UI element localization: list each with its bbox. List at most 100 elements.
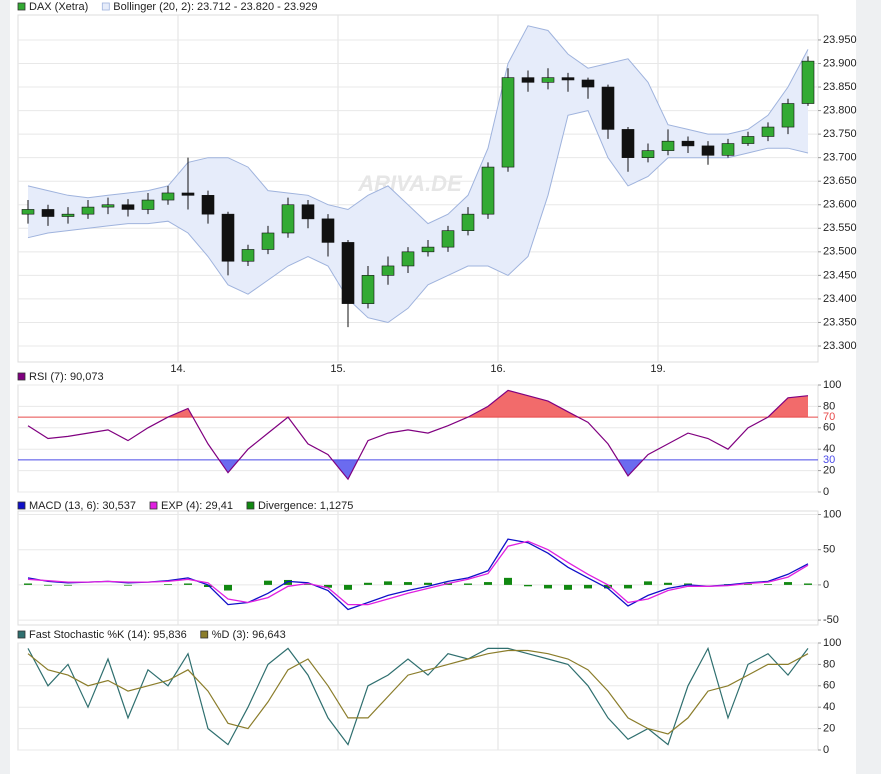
divergence-bar [604,584,612,589]
divergence-bar [404,582,412,585]
candle-body [401,251,415,267]
candle-body [441,230,455,248]
divergence-bar [464,583,472,585]
plot-area [17,14,819,363]
legend-label: %D (3): 96,643 [212,629,286,641]
divergence-bar [384,581,392,585]
series-line [27,389,809,481]
candle-body [101,204,115,208]
divergence-bar [284,579,292,585]
y-tick-label: 0 [823,744,829,756]
y-tick-label: 23.550 [823,222,857,234]
plot-area [17,384,819,493]
y-tick-label: 23.600 [823,199,857,211]
legend-swatch [101,2,110,11]
divergence-bar [564,584,572,590]
candle-body [761,126,775,137]
legend-swatch [200,630,209,639]
candle-body [141,199,155,210]
y-tick-label: 23.300 [823,340,857,352]
y-tick-label: 60 [823,422,835,434]
divergence-bar [124,584,132,586]
y-tick-label: 23.850 [823,81,857,93]
candle-body [561,77,575,81]
candle-body [321,218,335,243]
candle-body [301,204,315,220]
legend-swatch [17,372,26,381]
legend-swatch [17,2,26,11]
candle-body [361,275,375,304]
y-tick-label: 20 [823,465,835,477]
candle-body [241,249,255,262]
y-tick-label: 0 [823,486,829,498]
legend-label: Bollinger (20, 2): 23.712 - 23.820 - 23.… [113,1,317,13]
y-tick-label: 100 [823,637,841,649]
level-label: 70 [823,411,835,423]
y-tick-label: 50 [823,544,835,556]
level-label: 30 [823,454,835,466]
y-tick-label: -50 [823,614,839,626]
legend-swatch [149,501,158,510]
candle-body [341,242,355,304]
y-tick-label: 23.800 [823,104,857,116]
divergence-bar [584,584,592,589]
plot-area [17,510,819,626]
y-tick-label: 23.500 [823,246,857,258]
band-line [27,110,809,324]
candle-body [801,60,815,104]
candle-body [81,206,95,215]
legend-label: Fast Stochastic %K (14): 95,836 [29,629,187,641]
divergence-bar [684,583,692,585]
candle-body [621,129,635,158]
legend-swatch [17,501,26,510]
legend-swatch [246,501,255,510]
divergence-bar [624,584,632,589]
divergence-bar [664,582,672,585]
y-tick-label: 40 [823,701,835,713]
candle-body [701,145,715,156]
candle-body [421,246,435,253]
candle-body [661,140,675,151]
divergence-bar [484,582,492,585]
y-tick-label: 23.750 [823,128,857,140]
divergence-bar [324,584,332,588]
candle-body [161,192,175,201]
divergence-bar [24,583,32,585]
y-tick-label: 23.700 [823,152,857,164]
candle-body [581,79,595,88]
divergence-bar [344,584,352,590]
divergence-bar [524,584,532,587]
y-tick-label: 0 [823,579,829,591]
divergence-bar [804,583,812,585]
y-tick-label: 23.900 [823,57,857,69]
candle-body [41,209,55,217]
y-tick-label: 23.400 [823,293,857,305]
candle-body [781,103,795,128]
divergence-bar [764,584,772,585]
candle-body [121,204,135,210]
candle-body [741,136,755,144]
x-tick-label: 19. [650,363,665,375]
legend-label: RSI (7): 90,073 [29,371,104,383]
divergence-bar [504,577,512,585]
series-line [27,649,809,735]
x-tick-label: 14. [170,363,185,375]
watermark: ARIVA.DE [357,171,463,196]
divergence-bar [784,582,792,585]
candle-body [681,140,695,147]
candle-body [21,209,35,215]
divergence-bar [744,584,752,585]
divergence-bar [644,581,652,585]
candle-body [461,213,475,231]
x-tick-label: 15. [330,363,345,375]
candle-body [201,195,215,215]
y-tick-label: 80 [823,400,835,412]
legend-swatch [17,630,26,639]
candle-body [721,143,735,156]
y-tick-label: 100 [823,508,841,520]
candle-body [481,166,495,215]
series-line [27,540,809,606]
y-tick-label: 60 [823,680,835,692]
